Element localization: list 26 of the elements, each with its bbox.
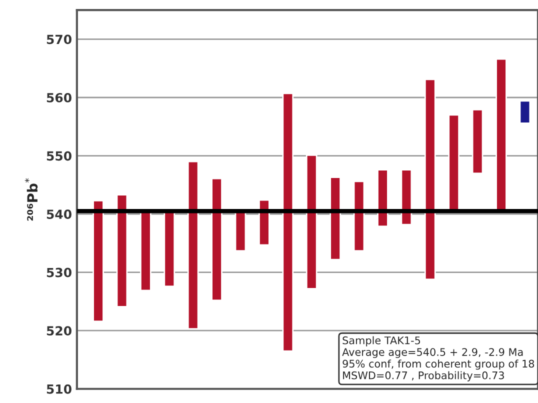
y-tick-label: 570	[46, 34, 72, 44]
bar	[140, 212, 152, 292]
bar	[353, 180, 365, 252]
bar	[211, 178, 222, 302]
y-tick-label: 530	[46, 268, 72, 278]
annotation: Sample TAK1-5 Average age=540.5 + 2.9, -2.9 Ma 95% conf, from coherent group of 18 MSWD=0.77 , Probability=0.73	[342, 336, 534, 382]
bar	[400, 169, 412, 226]
bar	[116, 194, 128, 308]
bar	[282, 92, 294, 352]
bar	[164, 212, 176, 288]
y-tick-label: 550	[46, 151, 72, 161]
bar	[519, 100, 531, 124]
y-tick-label: 520	[46, 326, 72, 336]
bar	[258, 199, 270, 246]
y-tick-label: 540	[46, 210, 72, 219]
bar	[92, 200, 104, 322]
y-tick-label: 510	[46, 384, 72, 394]
y-axis-title: ²⁰⁶Pb$^{*}$	[24, 178, 38, 221]
bar	[472, 109, 484, 174]
bar	[306, 154, 318, 290]
bar	[424, 78, 436, 280]
y-tick-label: 560	[46, 92, 72, 102]
bar	[377, 169, 388, 227]
bar	[330, 176, 341, 260]
bar	[187, 160, 199, 330]
bar	[234, 212, 246, 252]
